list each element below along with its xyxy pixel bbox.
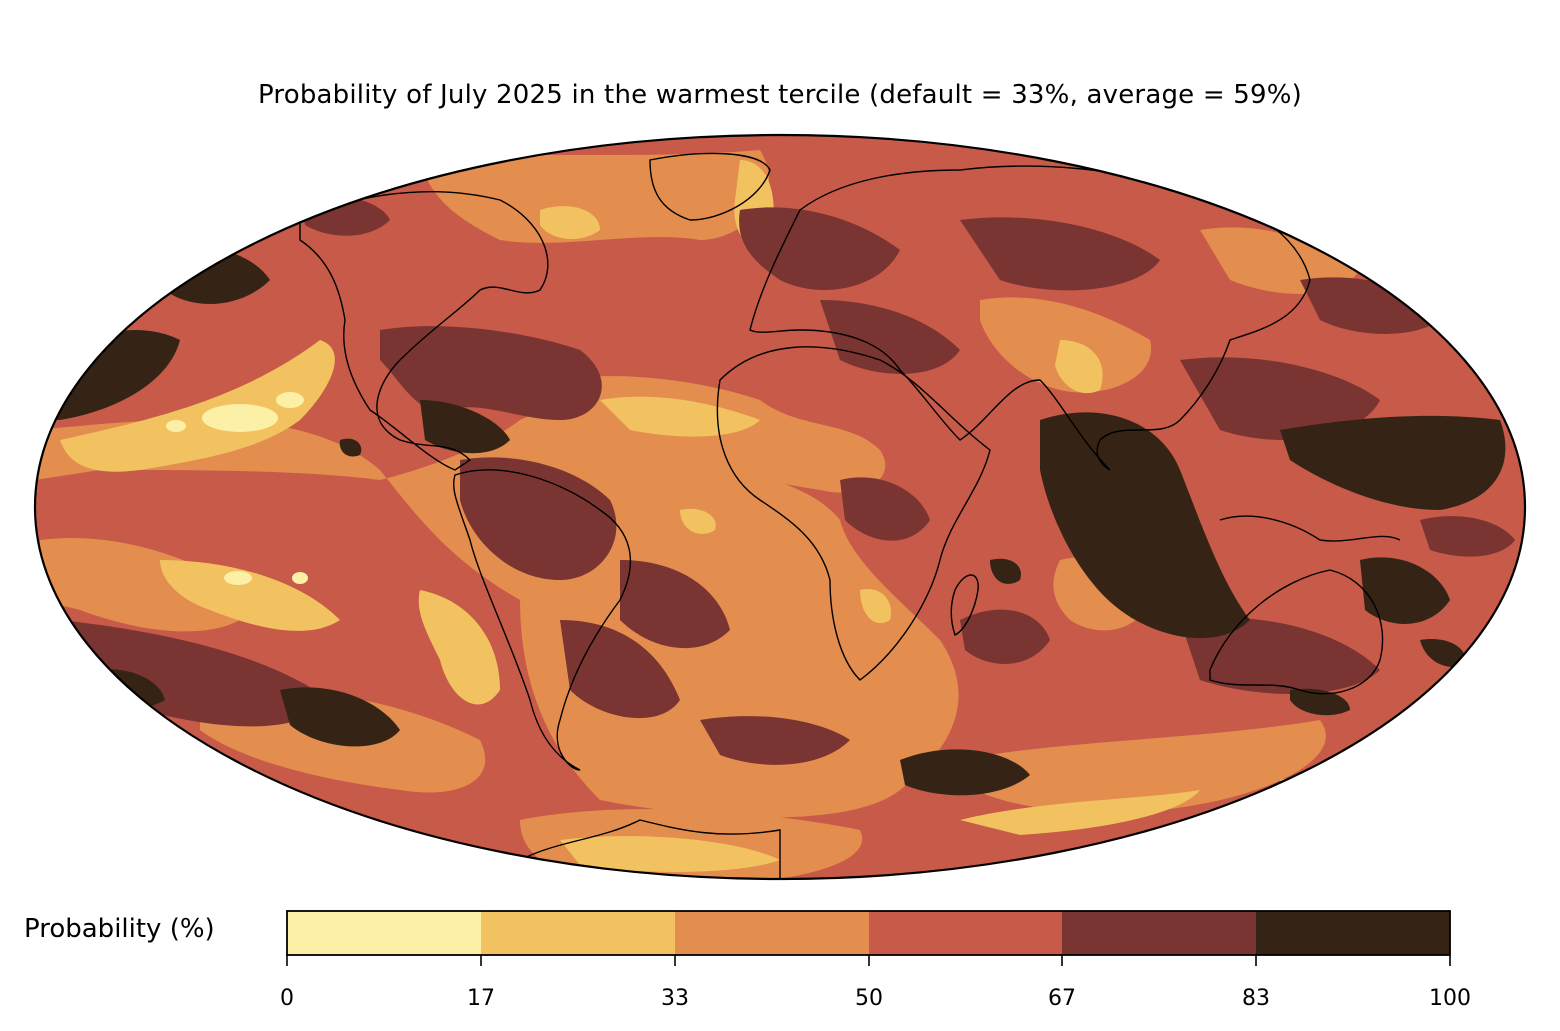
colorbar-label: Probability (%) [24, 914, 215, 944]
colorbar-tick-label-17: 17 [467, 986, 495, 1011]
colorbar-tick-label-100: 100 [1429, 986, 1471, 1011]
antarctica-outline [519, 819, 781, 879]
colorbar-segment-1 [481, 911, 675, 955]
coastlines [299, 152, 1401, 879]
map-title: Probability of July 2025 in the warmest … [258, 80, 1302, 110]
colorbar-tick-label-50: 50 [855, 986, 883, 1011]
colorbar-tick-label-33: 33 [661, 986, 689, 1011]
colorbar-segment-0 [287, 911, 481, 955]
colorbar-segment-3 [869, 911, 1062, 955]
globe-outline [33, 133, 1527, 881]
colorbar [286, 910, 1451, 966]
region-67-83 [60, 196, 1515, 765]
colorbar-segment-4 [1062, 911, 1256, 955]
madagascar-outline [950, 574, 979, 636]
colorbar-tick-label-0: 0 [280, 986, 294, 1011]
greenland-outline [649, 152, 771, 221]
south-america-outline [453, 469, 632, 771]
africa-outline [716, 346, 991, 681]
australia-outline [1209, 569, 1384, 695]
indonesia-outline [1219, 515, 1401, 542]
eurasia-outline [749, 165, 1311, 471]
colorbar-tick-label-83: 83 [1242, 986, 1270, 1011]
colorbar-tick-label-67: 67 [1048, 986, 1076, 1011]
probability-field [35, 135, 1525, 879]
colorbar-ticks [286, 955, 1451, 966]
region-0-17 [166, 392, 308, 585]
north-america-outline [299, 191, 549, 471]
colorbar-segment-5 [1256, 911, 1450, 955]
colorbar-segment-2 [675, 911, 869, 955]
